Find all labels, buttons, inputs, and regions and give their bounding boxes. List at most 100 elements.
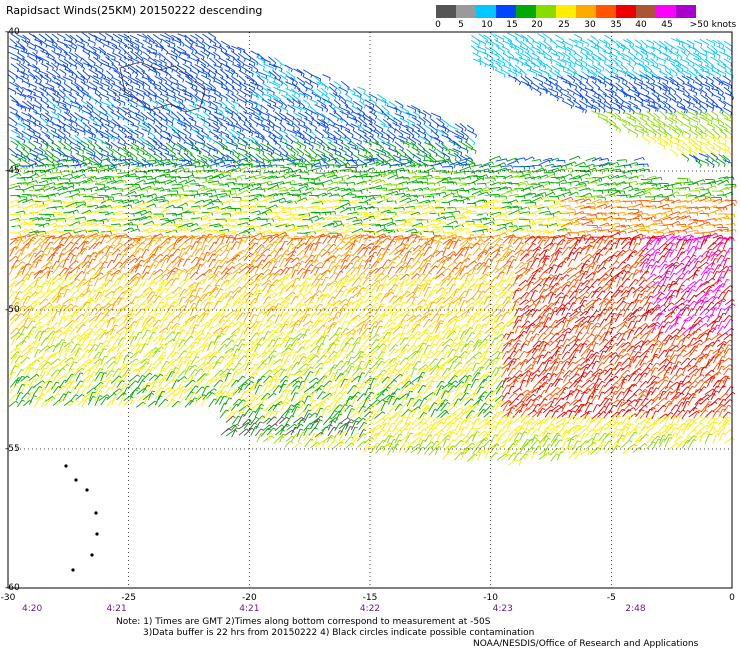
wind-barb — [154, 75, 163, 81]
wind-barb — [722, 110, 732, 117]
wind-barb-feather — [392, 139, 395, 143]
wind-barb — [680, 105, 688, 111]
wind-barb — [575, 182, 586, 186]
wind-barb-feather — [595, 79, 597, 84]
wind-barb-feather — [142, 134, 144, 138]
wind-barb — [485, 40, 493, 45]
wind-barb-feather — [311, 146, 314, 150]
wind-barb-feather — [118, 139, 120, 143]
wind-barb-feather — [280, 68, 283, 72]
wind-barb — [621, 100, 631, 106]
wind-barb — [496, 58, 506, 64]
wind-barb — [130, 80, 141, 86]
wind-barb-feather — [632, 44, 635, 48]
wind-barb — [520, 34, 529, 40]
wind-barb — [645, 94, 655, 101]
wind-barb — [502, 52, 511, 59]
wind-barb-feather — [341, 119, 343, 124]
wind-barb — [496, 52, 505, 59]
wind-barb — [675, 125, 682, 132]
wind-barb-feather — [67, 110, 71, 114]
wind-barb-feather — [27, 79, 30, 83]
wind-barb — [76, 124, 86, 130]
wind-barb-feather — [299, 189, 302, 194]
wind-barb — [219, 76, 228, 83]
wind-barb-feather — [724, 140, 727, 145]
wind-barb — [51, 80, 60, 86]
wind-barb — [117, 39, 127, 46]
wind-barb-feather — [457, 145, 459, 149]
wind-barb-feather — [581, 67, 584, 71]
wind-barb — [724, 122, 733, 130]
wind-barb — [225, 110, 233, 115]
wind-barb — [350, 123, 360, 128]
wind-barb — [237, 136, 248, 144]
wind-barb-feather — [599, 69, 602, 74]
wind-barb — [123, 75, 132, 81]
wind-barb — [88, 136, 97, 142]
wind-barb — [88, 112, 95, 119]
wind-barb — [80, 75, 89, 81]
wind-barb-feather — [113, 82, 116, 86]
wind-barb — [322, 98, 332, 105]
wind-barb-feather — [475, 134, 477, 138]
wind-barb — [387, 174, 397, 180]
wind-barb-feather — [110, 85, 113, 90]
wind-barb-feather — [492, 67, 495, 71]
wind-barb — [352, 111, 361, 117]
wind-barb — [209, 112, 219, 119]
wind-barb — [195, 98, 205, 104]
wind-barb — [244, 63, 253, 69]
wind-barb — [657, 129, 667, 135]
wind-barb — [682, 93, 691, 99]
wind-barb — [473, 58, 482, 63]
wind-barb — [639, 117, 648, 123]
wind-barb — [563, 93, 571, 99]
wind-barb — [177, 83, 187, 89]
wind-barb — [147, 136, 158, 143]
wind-barb — [118, 128, 127, 136]
wind-barb — [231, 86, 239, 93]
wind-barb — [428, 148, 438, 155]
wind-barb-feather — [674, 116, 678, 120]
wind-barb — [718, 58, 727, 66]
wind-barb — [93, 106, 101, 114]
wind-barb-feather — [24, 38, 27, 43]
wind-barb — [671, 128, 680, 136]
wind-barb — [297, 87, 306, 96]
wind-barb-feather — [679, 99, 683, 103]
wind-barb — [254, 111, 265, 119]
wind-barb-feather — [660, 177, 663, 181]
wind-barb-feather — [705, 52, 708, 56]
wind-barb — [656, 98, 666, 106]
wind-barb-feather — [55, 167, 59, 171]
wind-barb — [45, 82, 55, 88]
wind-barb — [303, 69, 313, 76]
wind-barb — [429, 124, 438, 132]
wind-barb — [196, 135, 206, 142]
wind-barb — [51, 122, 61, 128]
wind-barb — [651, 74, 661, 80]
wind-barb-feather — [542, 184, 545, 188]
wind-barb — [298, 185, 306, 190]
wind-barb — [32, 117, 41, 123]
wind-barb-feather — [117, 116, 120, 120]
wind-barb — [609, 82, 618, 89]
wind-barb-feather — [75, 118, 78, 122]
wind-barb-feather — [134, 173, 137, 177]
wind-barb-feather — [184, 60, 187, 65]
wind-barb — [62, 63, 71, 71]
wind-barb — [219, 68, 229, 77]
wind-barb-feather — [399, 111, 402, 115]
wind-barb — [52, 44, 62, 51]
wind-barb — [74, 100, 83, 108]
wind-barb — [279, 129, 288, 135]
wind-barb — [29, 106, 38, 113]
wind-barb — [21, 86, 32, 93]
wind-barb-feather — [243, 135, 246, 139]
wind-barb-feather — [86, 104, 89, 108]
wind-barb-feather — [44, 174, 47, 178]
wind-barb-feather — [225, 62, 228, 66]
wind-barb — [406, 118, 415, 124]
wind-barb — [149, 39, 158, 45]
